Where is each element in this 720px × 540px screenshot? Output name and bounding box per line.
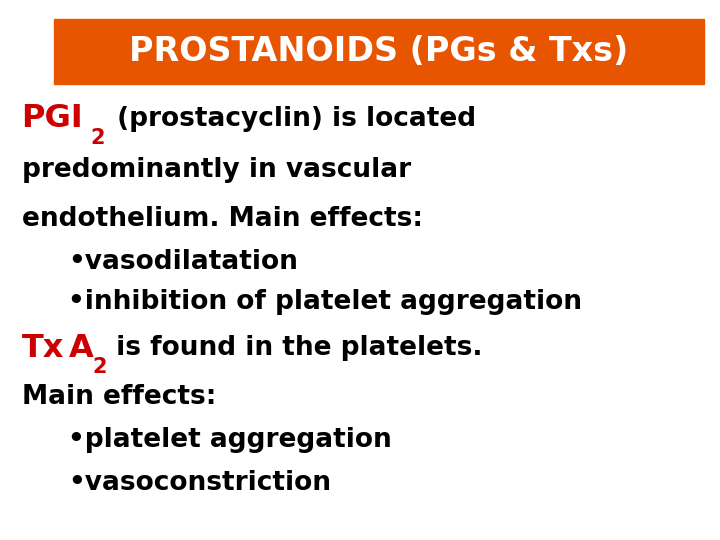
Text: •inhibition of platelet aggregation: •inhibition of platelet aggregation bbox=[68, 289, 582, 315]
Text: A: A bbox=[68, 333, 93, 364]
Text: •platelet aggregation: •platelet aggregation bbox=[68, 427, 392, 453]
Text: 2: 2 bbox=[92, 357, 107, 377]
Text: is found in the platelets.: is found in the platelets. bbox=[107, 335, 482, 361]
Text: endothelium. Main effects:: endothelium. Main effects: bbox=[22, 206, 423, 232]
Text: predominantly in vascular: predominantly in vascular bbox=[22, 157, 410, 183]
Text: PROSTANOIDS (PGs & Txs): PROSTANOIDS (PGs & Txs) bbox=[130, 35, 629, 68]
Text: Tx: Tx bbox=[22, 333, 64, 364]
Text: •vasodilatation: •vasodilatation bbox=[68, 249, 298, 275]
Text: (prostacyclin) is located: (prostacyclin) is located bbox=[108, 106, 476, 132]
Text: PGI: PGI bbox=[22, 103, 84, 134]
Text: 2: 2 bbox=[90, 127, 104, 148]
Text: Main effects:: Main effects: bbox=[22, 384, 216, 410]
Bar bbox=[54, 19, 704, 84]
Text: •vasoconstriction: •vasoconstriction bbox=[68, 470, 331, 496]
